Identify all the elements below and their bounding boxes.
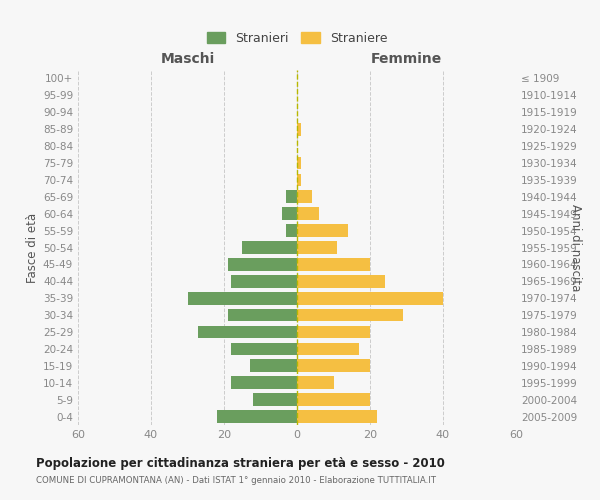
Bar xyxy=(232,342,297,355)
Bar xyxy=(199,326,297,338)
Bar xyxy=(297,326,370,338)
Text: Femmine: Femmine xyxy=(371,52,442,66)
Bar xyxy=(297,190,311,203)
Bar xyxy=(283,208,297,220)
Y-axis label: Anni di nascita: Anni di nascita xyxy=(569,204,582,291)
Bar xyxy=(286,190,297,203)
Bar xyxy=(232,275,297,287)
Bar xyxy=(187,292,297,304)
Y-axis label: Fasce di età: Fasce di età xyxy=(26,212,39,282)
Bar xyxy=(297,123,301,136)
Bar xyxy=(297,174,301,186)
Bar xyxy=(297,360,370,372)
Bar xyxy=(297,224,348,237)
Bar xyxy=(217,410,297,423)
Bar xyxy=(297,394,370,406)
Legend: Stranieri, Straniere: Stranieri, Straniere xyxy=(202,26,392,50)
Bar xyxy=(227,258,297,270)
Bar xyxy=(286,224,297,237)
Text: COMUNE DI CUPRAMONTANA (AN) - Dati ISTAT 1° gennaio 2010 - Elaborazione TUTTITAL: COMUNE DI CUPRAMONTANA (AN) - Dati ISTAT… xyxy=(36,476,436,485)
Bar xyxy=(227,309,297,322)
Bar xyxy=(297,410,377,423)
Bar xyxy=(253,394,297,406)
Text: Maschi: Maschi xyxy=(160,52,215,66)
Bar xyxy=(297,275,385,287)
Bar xyxy=(297,376,334,389)
Bar xyxy=(297,241,337,254)
Text: Popolazione per cittadinanza straniera per età e sesso - 2010: Popolazione per cittadinanza straniera p… xyxy=(36,458,445,470)
Bar xyxy=(232,376,297,389)
Bar xyxy=(297,156,301,170)
Bar xyxy=(297,342,359,355)
Bar xyxy=(242,241,297,254)
Bar xyxy=(297,258,370,270)
Bar xyxy=(250,360,297,372)
Bar xyxy=(297,292,443,304)
Bar xyxy=(297,208,319,220)
Bar xyxy=(297,309,403,322)
